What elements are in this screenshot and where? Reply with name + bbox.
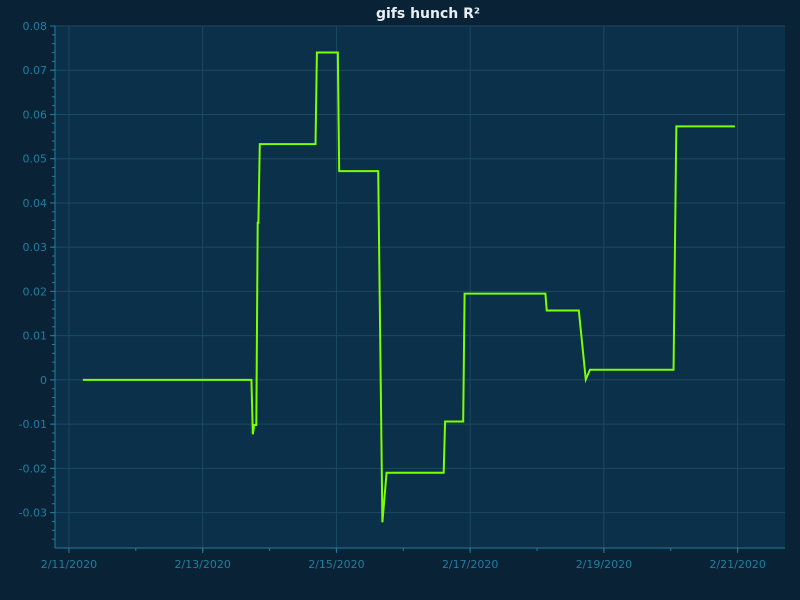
y-tick-label: 0.03 (23, 241, 48, 254)
axes (50, 25, 785, 553)
x-tick-label: 2/19/2020 (576, 558, 632, 571)
y-tick-label: 0.07 (23, 64, 48, 77)
x-tick-label: 2/15/2020 (308, 558, 364, 571)
y-tick-label: 0 (40, 374, 47, 387)
x-tick-label: 2/13/2020 (174, 558, 230, 571)
y-tick-label: 0.08 (23, 20, 48, 33)
y-tick-label: -0.02 (19, 462, 47, 475)
x-tick-label: 2/11/2020 (41, 558, 97, 571)
grid-lines (55, 25, 785, 548)
series-layer (82, 51, 735, 523)
x-tick-label: 2/17/2020 (442, 558, 498, 571)
plot-area (55, 26, 785, 548)
y-tick-label: 0.06 (23, 108, 48, 121)
y-tick-label: 0.01 (23, 330, 48, 343)
y-tick-label: 0.02 (23, 285, 48, 298)
chart-title: gifs hunch R² (376, 6, 480, 22)
y-tick-label: -0.01 (19, 418, 47, 431)
series-line (82, 51, 735, 523)
tick-labels: 0.08 0.07 0.06 0.05 0.04 0.03 0.02 0.01 0 -0.01 -0… (19, 20, 766, 571)
x-tick-label: 2/21/2020 (709, 558, 765, 571)
y-tick-label: -0.03 (19, 507, 47, 520)
y-tick-label: 0.04 (23, 197, 48, 210)
y-tick-label: 0.05 (23, 153, 48, 166)
